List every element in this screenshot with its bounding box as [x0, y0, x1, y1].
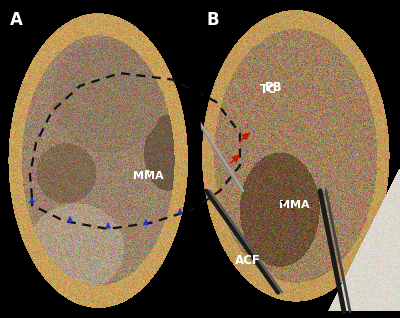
- Text: B: B: [206, 11, 219, 29]
- Text: MMA: MMA: [133, 171, 163, 182]
- Text: ACF: ACF: [235, 254, 261, 267]
- Text: MMA: MMA: [279, 200, 309, 210]
- Text: A: A: [10, 11, 23, 29]
- Text: TC: TC: [260, 83, 276, 95]
- Text: PB: PB: [265, 81, 283, 94]
